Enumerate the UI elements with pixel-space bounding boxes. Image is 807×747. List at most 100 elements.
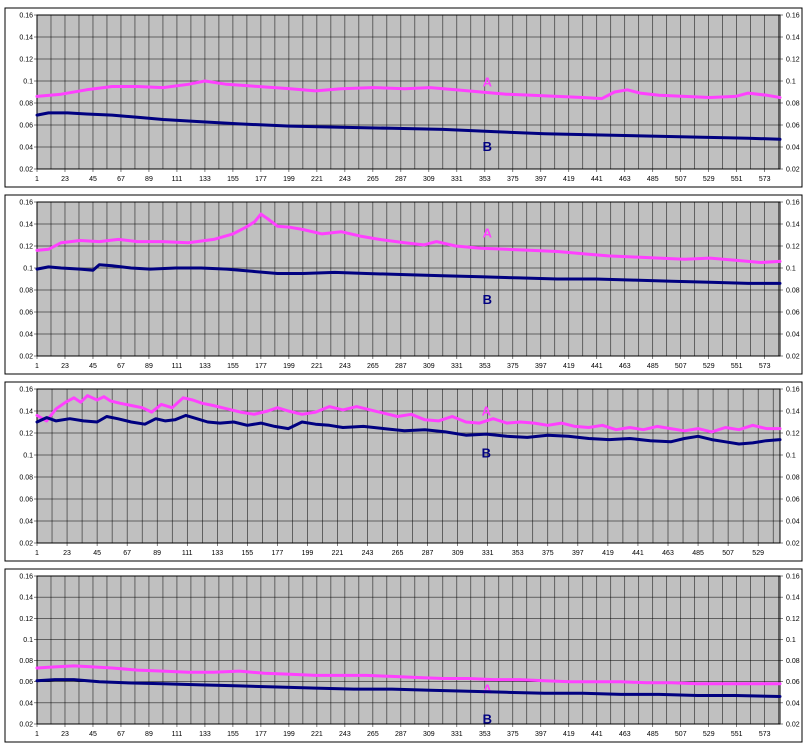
plot-border	[36, 201, 781, 357]
x-tick-label: 353	[512, 550, 524, 557]
x-tick-label: 397	[535, 363, 547, 370]
x-tick-label: 133	[199, 731, 211, 738]
y-tick-label-right: 0.1	[786, 637, 796, 644]
x-tick-label: 177	[255, 176, 267, 183]
x-tick-label: 287	[395, 176, 407, 183]
y-tick-label-right: 0.04	[786, 145, 800, 152]
y-tick-label-left: 0.04	[19, 700, 33, 707]
y-tick-label-right: 0.06	[786, 123, 800, 130]
x-tick-label: 397	[535, 731, 547, 738]
y-tick-label-right: 0.08	[786, 658, 800, 665]
x-tick-label: 177	[272, 550, 284, 557]
x-tick-label: 89	[145, 176, 153, 183]
x-tick-label: 23	[61, 176, 69, 183]
x-tick-label: 265	[367, 176, 379, 183]
x-tick-label: 23	[61, 363, 69, 370]
plot-area	[37, 576, 780, 724]
y-tick-label-left: 0.16	[19, 200, 33, 207]
y-tick-label-right: 0.1	[786, 266, 796, 273]
y-tick-label-left: 0.06	[19, 679, 33, 686]
y-tick-label-right: 0.16	[786, 13, 800, 20]
x-tick-label: 375	[507, 731, 519, 738]
series-line-a	[35, 79, 782, 101]
y-tick-label-right: 0.14	[786, 595, 800, 602]
x-tick-label: 199	[302, 550, 314, 557]
series-line-a	[35, 394, 782, 434]
series-label-b: B	[483, 139, 492, 154]
y-tick-label-right: 0.1	[786, 453, 796, 460]
y-tick-label-right: 0.02	[786, 167, 800, 174]
y-tick-label-left: 0.1	[23, 637, 33, 644]
y-tick-label-right: 0.02	[786, 541, 800, 548]
y-tick-label-right: 0.04	[786, 332, 800, 339]
x-tick-label: 507	[675, 731, 687, 738]
x-tick-label: 551	[731, 176, 743, 183]
y-tick-label-right: 0.12	[786, 57, 800, 64]
series-label-b: B	[483, 292, 492, 307]
x-tick-label: 23	[63, 550, 71, 557]
x-tick-label: 331	[451, 731, 463, 738]
series-line-b	[35, 678, 782, 698]
x-tick-label: 243	[339, 363, 351, 370]
y-tick-label-left: 0.08	[19, 101, 33, 108]
x-tick-label: 331	[451, 363, 463, 370]
y-tick-label-right: 0.06	[786, 310, 800, 317]
x-tick-label: 419	[563, 176, 575, 183]
x-tick-label: 45	[89, 731, 97, 738]
y-tick-label-left: 0.06	[19, 497, 33, 504]
x-tick-label: 1	[35, 731, 39, 738]
x-tick-label: 331	[451, 176, 463, 183]
x-tick-label: 397	[535, 176, 547, 183]
x-tick-label: 243	[339, 731, 351, 738]
x-tick-label: 463	[619, 176, 631, 183]
x-tick-label: 309	[423, 176, 435, 183]
x-tick-label: 551	[731, 363, 743, 370]
x-tick-label: 441	[632, 550, 644, 557]
x-tick-label: 133	[199, 363, 211, 370]
x-tick-label: 375	[507, 363, 519, 370]
x-tick-label: 155	[227, 363, 239, 370]
x-tick-label: 23	[61, 731, 69, 738]
x-tick-label: 287	[395, 363, 407, 370]
x-tick-label: 353	[479, 176, 491, 183]
x-tick-label: 485	[647, 176, 659, 183]
x-tick-label: 397	[572, 550, 584, 557]
x-tick-label: 89	[145, 363, 153, 370]
x-tick-label: 441	[591, 731, 603, 738]
x-tick-label: 265	[392, 550, 404, 557]
x-tick-label: 353	[479, 363, 491, 370]
y-tick-label-left: 0.14	[19, 222, 33, 229]
y-tick-label-right: 0.06	[786, 679, 800, 686]
x-tick-label: 529	[703, 731, 715, 738]
x-tick-label: 133	[199, 176, 211, 183]
y-tick-label-right: 0.14	[786, 409, 800, 416]
x-tick-label: 507	[675, 176, 687, 183]
y-tick-label-left: 0.02	[19, 354, 33, 361]
x-tick-label: 463	[619, 731, 631, 738]
x-tick-label: 507	[722, 550, 734, 557]
x-tick-label: 45	[89, 363, 97, 370]
y-tick-label-left: 0.02	[19, 541, 33, 548]
y-tick-label-right: 0.16	[786, 387, 800, 394]
y-tick-label-right: 0.04	[786, 519, 800, 526]
x-tick-label: 133	[211, 550, 223, 557]
y-tick-label-left: 0.12	[19, 431, 33, 438]
y-tick-label-left: 0.14	[19, 595, 33, 602]
y-tick-label-left: 0.12	[19, 57, 33, 64]
y-tick-label-right: 0.04	[786, 700, 800, 707]
y-tick-label-right: 0.12	[786, 616, 800, 623]
x-tick-label: 199	[283, 363, 295, 370]
x-tick-label: 221	[332, 550, 344, 557]
x-tick-label: 111	[172, 363, 183, 370]
y-tick-label-left: 0.02	[19, 722, 33, 729]
y-tick-label-left: 0.08	[19, 658, 33, 665]
y-tick-label-left: 0.14	[19, 409, 33, 416]
x-tick-label: 309	[452, 550, 464, 557]
plot-border	[36, 388, 781, 544]
y-tick-label-right: 0.14	[786, 35, 800, 42]
x-tick-label: 419	[563, 731, 575, 738]
x-tick-label: 485	[647, 731, 659, 738]
y-tick-label-left: 0.04	[19, 519, 33, 526]
y-tick-label-left: 0.12	[19, 616, 33, 623]
y-tick-label-right: 0.08	[786, 101, 800, 108]
